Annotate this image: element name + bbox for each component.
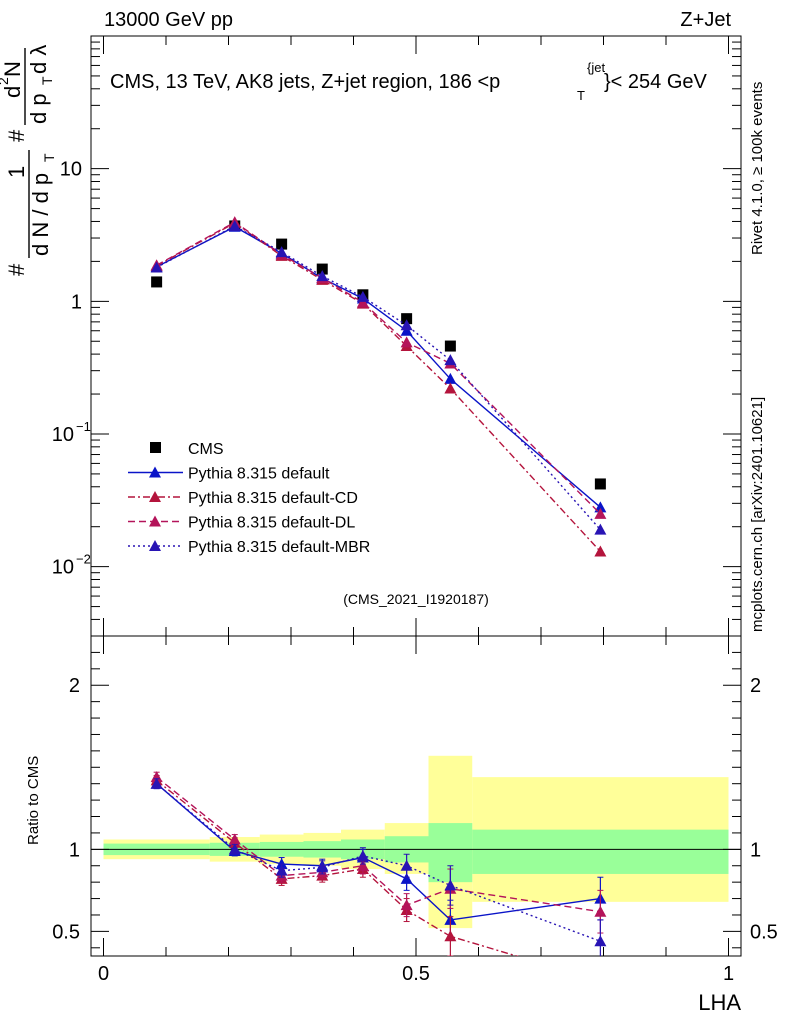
rivet-label: Rivet 4.1.0, ≥ 100k events xyxy=(749,82,766,255)
legend-marker-mbr xyxy=(149,540,161,551)
ratio-point-mbr xyxy=(356,849,369,861)
data-point-mbr xyxy=(228,219,241,231)
ratio-point-mbr xyxy=(594,935,607,947)
band-inner xyxy=(472,829,729,874)
ratio-series xyxy=(150,771,607,956)
ratio-point-dl xyxy=(150,771,163,783)
series-mbr xyxy=(150,219,607,535)
y-label-hash: # xyxy=(4,263,29,276)
x-axis-label: LHA xyxy=(698,990,741,1015)
legend-label-dl: Pythia 8.315 default-DL xyxy=(188,515,355,532)
y-tick-exponent: −1 xyxy=(76,419,91,434)
data-point-default xyxy=(594,501,607,513)
y-tick-label: 10 xyxy=(60,159,82,181)
watermark: (CMS_2021_I1920187) xyxy=(343,591,489,607)
ratio-y-tick-label: 0.5 xyxy=(52,921,80,943)
ratio-y-tick-label-right: 1 xyxy=(750,839,761,861)
series-line-default xyxy=(156,225,601,508)
ratio-line-mbr xyxy=(156,783,601,942)
data-point-cms xyxy=(444,340,456,352)
y-tick-label: 10 xyxy=(52,424,74,446)
ratio-point-mbr xyxy=(316,861,329,873)
y-label-num1: 1 xyxy=(4,166,29,178)
ratio-y-tick-label: 2 xyxy=(69,675,80,697)
x-tick-label: 0 xyxy=(98,963,109,985)
ratio-point-mbr xyxy=(275,864,288,876)
ratio-y-axis-label: Ratio to CMS xyxy=(25,756,42,845)
ratio-point-cd xyxy=(444,930,457,942)
chart-title-subscript: T xyxy=(577,88,585,103)
legend-label-cms: CMS xyxy=(188,441,224,458)
header-left: 13000 GeV pp xyxy=(104,9,233,31)
mcplots-label: mcplots.cern.ch [arXiv:2401.10621] xyxy=(749,397,766,632)
ratio-point-mbr xyxy=(150,777,163,789)
y-label-sup2: 2 xyxy=(0,77,11,85)
data-point-mbr xyxy=(594,523,607,535)
data-point-cms xyxy=(151,276,163,288)
data-point-dl xyxy=(400,336,413,348)
y-label-num2b: N xyxy=(0,61,25,77)
data-point-cd xyxy=(594,545,607,557)
ratio-point-dl xyxy=(594,905,607,917)
data-point-mbr xyxy=(400,319,413,331)
data-point-cms xyxy=(401,313,413,325)
y-label-sub2: T xyxy=(39,76,55,85)
ratio-line-dl xyxy=(156,776,601,913)
data-point-mbr xyxy=(444,354,457,366)
ratio-point-dl xyxy=(228,833,241,845)
series-line-mbr xyxy=(156,225,601,531)
data-point-mbr xyxy=(356,290,369,302)
x-tick-label: 0.5 xyxy=(402,963,430,985)
ratio-point-dl xyxy=(400,899,413,911)
ratio-point-dl xyxy=(356,859,369,871)
legend-marker-cms xyxy=(150,442,161,453)
ratio-series-mbr xyxy=(150,777,607,956)
ratio-line-cd xyxy=(156,779,520,956)
legend-marker-dl xyxy=(149,515,161,527)
header-right: Z+Jet xyxy=(680,9,731,31)
legend-label-default: Pythia 8.315 default xyxy=(188,466,330,483)
y-tick-label: 1 xyxy=(71,291,82,313)
data-point-cms xyxy=(316,263,328,275)
data-point-dl xyxy=(594,507,607,519)
ratio-y-tick-label-right: 0.5 xyxy=(750,921,778,943)
data-point-cms xyxy=(276,238,288,250)
chart-title-tail: }< 254 GeV xyxy=(604,71,708,93)
data-point-mbr xyxy=(316,270,329,282)
data-point-cd xyxy=(444,382,457,394)
legend: CMS Pythia 8.315 default Pythia 8.315 defa… xyxy=(128,441,370,556)
ratio-y-tick-label: 1 xyxy=(69,839,80,861)
chart-title-superscript: {jet xyxy=(587,60,605,75)
x-tick-label: 1 xyxy=(723,963,734,985)
legend-label-cd: Pythia 8.315 default-CD xyxy=(188,490,358,507)
y-tick-exponent: −2 xyxy=(76,552,91,567)
y-label-den2b: d λ xyxy=(26,45,51,74)
data-point-cms xyxy=(594,478,606,490)
y-axis-label: #1d N / d p T # d2Nd p Td λ xyxy=(0,45,57,276)
legend-marker-default xyxy=(149,466,161,478)
legend-marker-cd xyxy=(149,491,161,502)
data-point-dl xyxy=(356,296,369,308)
chart-title: CMS, 13 TeV, AK8 jets, Z+jet region, 186… xyxy=(110,71,500,93)
ratio-panel: 0.5 0.5 1 1 2 2 0 0.5 1 LHA Ratio to CMS xyxy=(25,635,778,1015)
y-tick-label: 10 xyxy=(52,557,74,579)
y-label-sub1: T xyxy=(41,153,57,162)
y-label-num2: d xyxy=(0,86,25,98)
ratio-point-mbr xyxy=(228,843,241,855)
data-point-mbr xyxy=(150,261,163,273)
ratio-point-default xyxy=(400,872,413,884)
ratio-y-tick-label-right: 2 xyxy=(750,675,761,697)
ratio-point-mbr xyxy=(444,879,457,891)
data-point-default xyxy=(444,372,457,384)
data-point-mbr xyxy=(275,246,288,258)
y-label-den1: d N / d p xyxy=(28,173,53,256)
legend-label-mbr: Pythia 8.315 default-MBR xyxy=(188,539,370,556)
y-label-den2: d p xyxy=(26,93,51,124)
y-label-hash2: # xyxy=(4,129,29,142)
ratio-point-mbr xyxy=(400,859,413,871)
